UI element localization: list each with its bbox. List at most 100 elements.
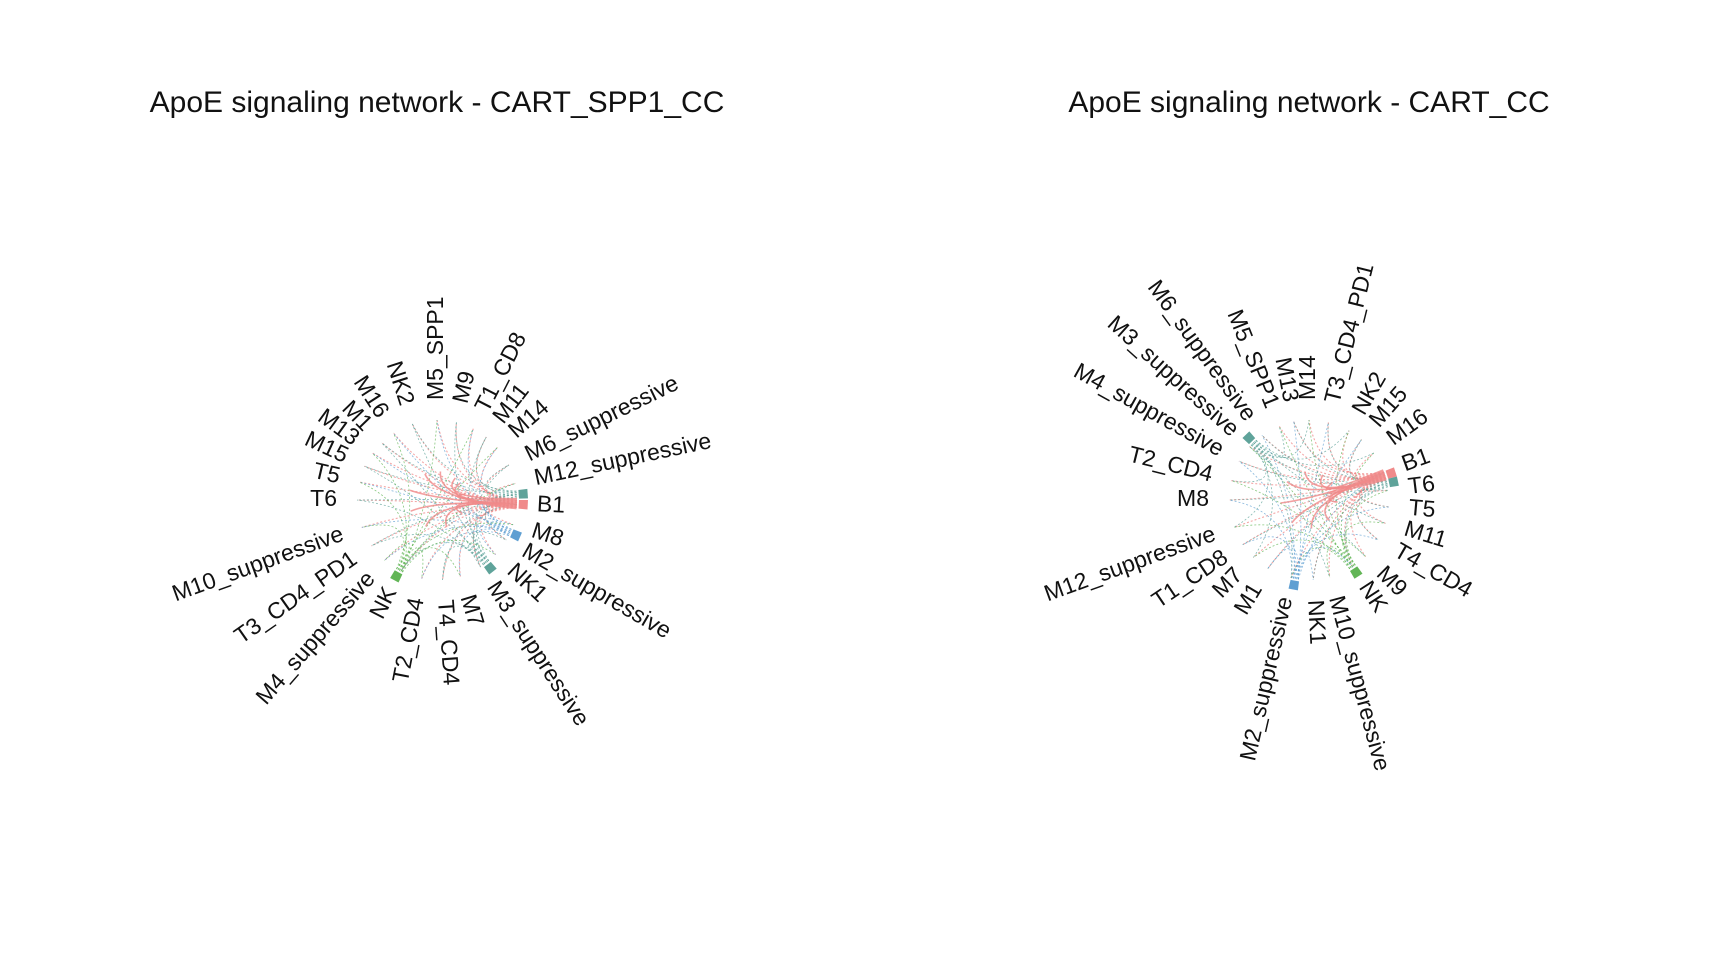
chord-link (356, 499, 517, 509)
chord-link (444, 501, 518, 528)
chord-link (484, 506, 517, 541)
chord-diagram-left: M5_SPP1M9T1_CD8M11M14M6_suppressiveM12_s… (169, 296, 714, 730)
chord-link (1312, 484, 1388, 580)
chord-link (1231, 480, 1356, 566)
chord-link (393, 432, 411, 570)
chord-link (381, 442, 517, 497)
chord-link (1326, 546, 1353, 578)
chord-link (454, 482, 517, 510)
chord-link (1251, 443, 1389, 491)
chord-link (436, 419, 512, 530)
chord-link (1228, 499, 1293, 579)
chord-link (421, 506, 517, 579)
sector-block (390, 570, 403, 583)
node-label: T5 (311, 457, 343, 488)
sector-block (1385, 467, 1397, 479)
chord-link (1242, 474, 1386, 546)
chord-link (1308, 419, 1356, 566)
chord-link (1233, 476, 1386, 528)
chord-link (372, 452, 407, 571)
chord-link (1253, 430, 1350, 460)
chord-link (371, 494, 517, 547)
chord-link (1343, 521, 1386, 569)
chord-link (1250, 419, 1310, 459)
node-label: M8 (1177, 485, 1209, 511)
chord-link (1293, 421, 1385, 475)
chord-link (1251, 443, 1273, 558)
chord-diagram-right: M14T3_CD4_PD1NK2M15M16B1T6T5M11T4_CD4M9N… (1041, 260, 1478, 773)
node-label: T6 (310, 485, 337, 511)
chord-link (442, 505, 517, 580)
chord-link (475, 464, 510, 562)
chord-link (371, 534, 487, 564)
chord-link (1267, 547, 1299, 580)
chord-link (1261, 435, 1388, 486)
chord-link (481, 447, 517, 509)
chord-link (1296, 546, 1353, 580)
chord-link (361, 519, 510, 535)
chord-link (361, 524, 405, 570)
chord-link (402, 540, 496, 573)
chord-link (1261, 435, 1295, 579)
chord-link (1293, 551, 1314, 580)
chord-link (1328, 478, 1387, 495)
chord-link (1238, 460, 1298, 580)
chord-link (399, 547, 461, 577)
sector-block (1242, 431, 1256, 445)
chord-link (411, 423, 517, 492)
sector-block (518, 500, 528, 510)
chord-link (1249, 442, 1272, 465)
sector-block (518, 488, 528, 499)
chord-link (393, 432, 509, 536)
chord-link (396, 547, 424, 579)
chord-link (1328, 474, 1386, 578)
chord-link (436, 419, 518, 502)
chord-link (479, 524, 512, 555)
chord-link (1249, 446, 1353, 568)
chord-link (1355, 477, 1387, 541)
chord-link (411, 423, 518, 502)
chord-link (358, 481, 407, 573)
chord-link (467, 428, 511, 533)
chord-link (1296, 422, 1329, 580)
chord-link (1293, 421, 1387, 481)
sector-block (1350, 566, 1363, 579)
node-label: M2_suppressive (1234, 594, 1297, 763)
chord-link (1291, 533, 1379, 579)
node-label: M14 (1294, 355, 1320, 400)
chord-links (1228, 419, 1389, 580)
chord-link (455, 422, 517, 494)
chord-link (468, 436, 487, 565)
node-label: T5 (1408, 494, 1437, 522)
chord-link (372, 452, 511, 533)
chord-link (400, 542, 490, 572)
sector-block (1288, 579, 1300, 591)
chord-link (1254, 441, 1386, 524)
chord-link (1253, 442, 1331, 578)
chord-link (1233, 524, 1352, 569)
chord-link (1356, 486, 1389, 541)
chord-link (384, 525, 511, 561)
chord-link (397, 522, 514, 571)
chord-link (359, 481, 512, 530)
chord-link (1342, 430, 1386, 478)
chord-link (1253, 539, 1355, 567)
chord-link (1345, 489, 1389, 567)
chord-link (1320, 474, 1387, 490)
sector-block (1388, 476, 1399, 488)
node-label: T4_CD4 (433, 599, 465, 686)
chord-link (1290, 547, 1351, 579)
chord-link (1231, 444, 1267, 483)
chord-link (472, 531, 507, 566)
chord-link (1278, 425, 1351, 570)
chord-link (1228, 486, 1388, 501)
chord-link (358, 481, 518, 502)
node-label: T6 (1406, 470, 1436, 499)
chord-link (1359, 483, 1389, 508)
chord-link (1255, 425, 1285, 458)
chord-links (356, 419, 518, 580)
chord-link (1250, 444, 1366, 557)
chord-link (1308, 419, 1385, 475)
chord-link (384, 542, 410, 572)
